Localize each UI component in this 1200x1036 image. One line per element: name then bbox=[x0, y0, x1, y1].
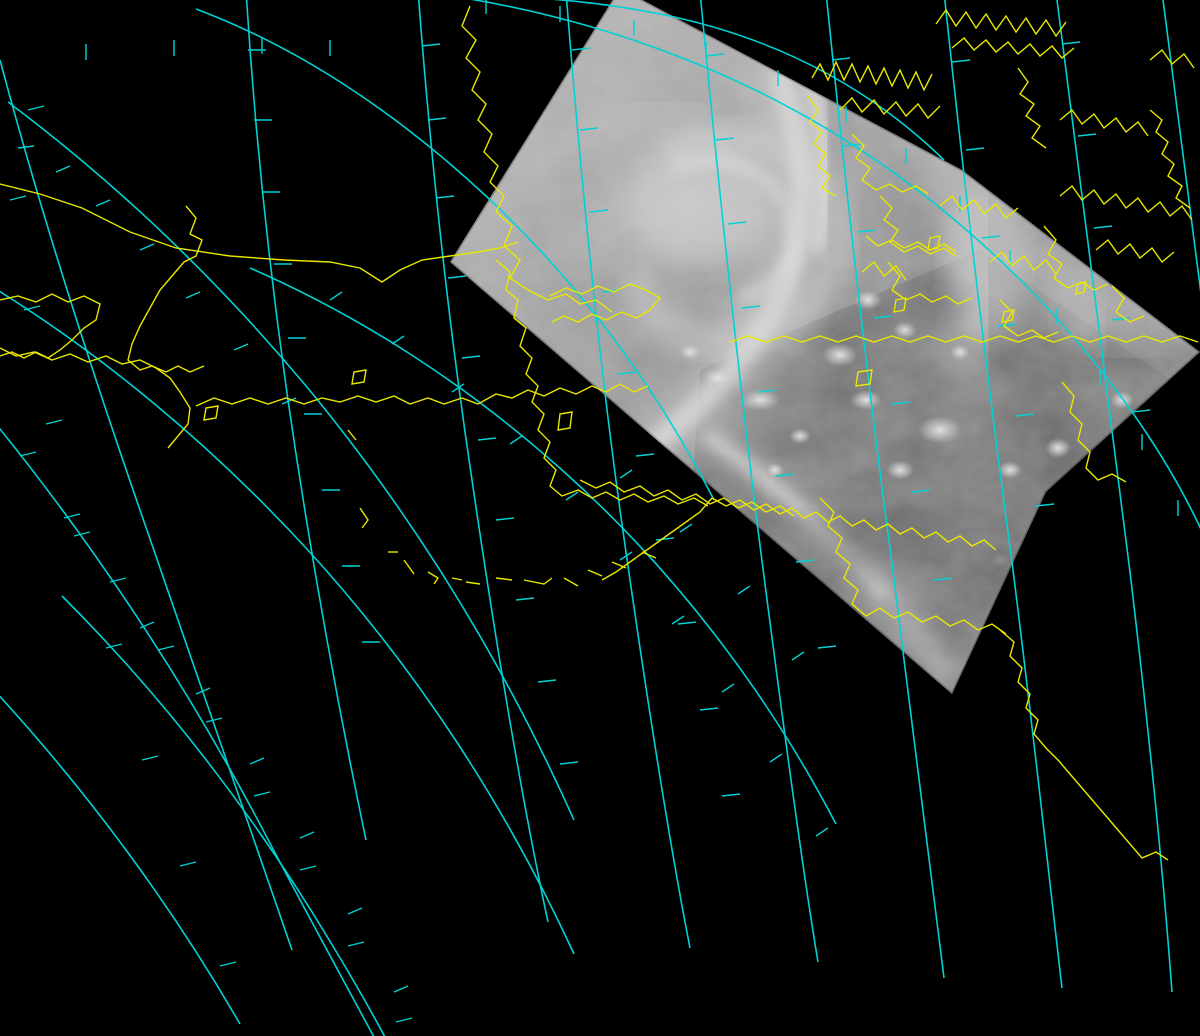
coast-anadyr bbox=[0, 293, 101, 359]
coast-bc-coast bbox=[999, 629, 1169, 861]
small-islands-west bbox=[203, 369, 573, 431]
coast-hudson-bay-west bbox=[1061, 381, 1127, 483]
coast-canada-arctic-mainland bbox=[729, 335, 1199, 343]
coast-siberia-peninsula bbox=[127, 205, 205, 373]
coast-greenland-nw bbox=[1149, 109, 1191, 209]
coastline-vectors[interactable] bbox=[0, 5, 1199, 861]
coast-south-alaska bbox=[711, 497, 997, 551]
coast-kamchatka-north bbox=[0, 347, 191, 449]
coast-bering-strait-west bbox=[477, 383, 649, 405]
coast-chukotka bbox=[461, 5, 613, 313]
coast-west-alaska bbox=[495, 259, 709, 507]
coast-chukotka-south bbox=[195, 395, 479, 407]
aleutian-islands bbox=[347, 429, 657, 587]
coast-alaska-peninsula bbox=[601, 497, 713, 581]
swath-edge bbox=[450, 0, 1200, 694]
meridian-ticks bbox=[9, 41, 1151, 967]
coast-alaska-panhandle bbox=[819, 497, 1007, 635]
coast-norton-sound bbox=[549, 283, 662, 323]
coast-siberia-north bbox=[0, 183, 519, 283]
arctic-archipelago bbox=[807, 8, 1195, 387]
